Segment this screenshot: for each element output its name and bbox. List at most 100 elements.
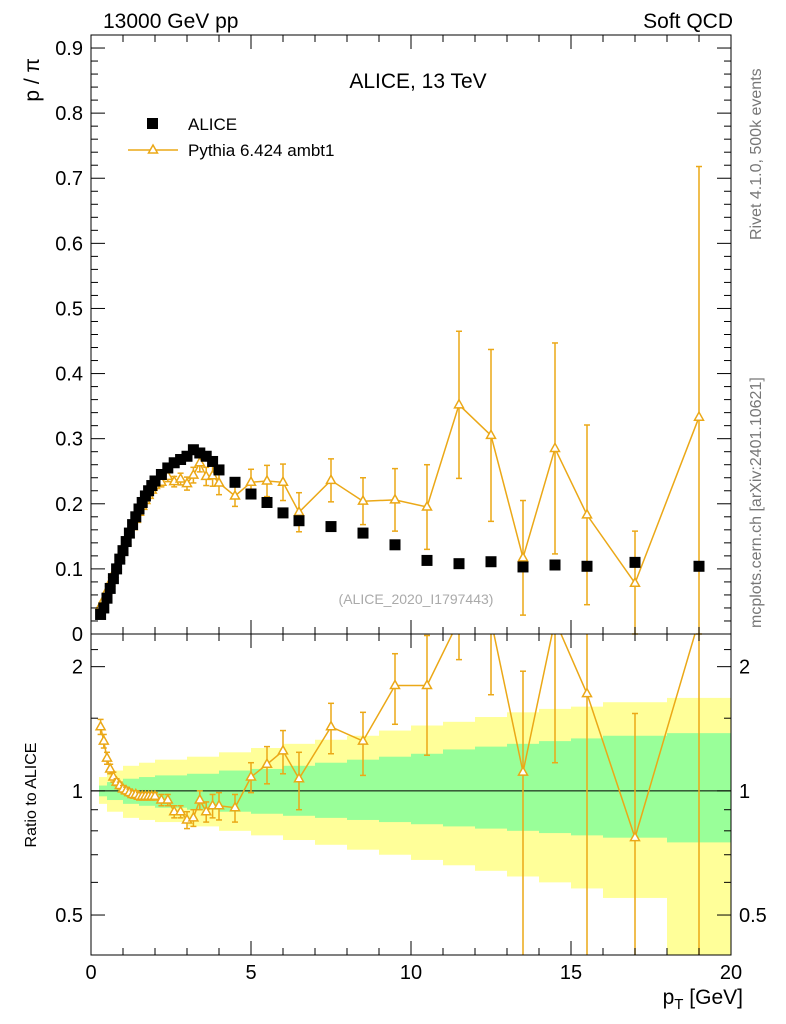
alice-point	[127, 519, 139, 531]
ratio-xtick-label: 0	[85, 962, 96, 984]
ratio-xtick-label: 5	[245, 962, 256, 984]
main-ytick-label: 0.7	[55, 168, 83, 190]
alice-point	[104, 582, 116, 594]
ratio-xtick-label: 10	[400, 962, 422, 984]
pythia-point	[325, 473, 337, 485]
pythia-point	[181, 477, 193, 488]
alice-point	[136, 496, 148, 508]
alice-point	[187, 444, 199, 456]
legend-marker-pythia	[147, 143, 159, 154]
main-ytick-label: 0.5	[55, 298, 83, 320]
alice-point	[123, 527, 135, 539]
alice-point	[207, 455, 219, 467]
main-ytick-label: 0.1	[55, 559, 83, 581]
ratio-xtick-label: 20	[720, 962, 742, 984]
ratio-point	[94, 720, 107, 731]
alice-point	[261, 496, 273, 508]
alice-point	[581, 560, 593, 572]
alice-point	[114, 553, 126, 565]
ratio-point	[149, 789, 161, 801]
inner-band-bin	[411, 753, 444, 825]
alice-point	[168, 457, 180, 469]
ratio-point	[517, 765, 529, 776]
alice-point	[517, 561, 529, 573]
header-left: 13000 GeV pp	[103, 10, 238, 33]
ratio-point	[357, 734, 369, 745]
alice-point	[162, 462, 174, 474]
alice-point	[107, 573, 119, 585]
x-axis-label: pT [GeV]	[663, 986, 743, 1013]
main-ytick-label: 0.3	[55, 429, 83, 451]
alice-point	[229, 476, 241, 488]
main-ytick-label: 0.4	[55, 364, 83, 386]
inner-band-bin	[379, 756, 412, 823]
alice-point	[149, 475, 161, 487]
alice-point	[117, 545, 129, 557]
alice-point	[245, 488, 257, 500]
inner-band-bin	[475, 746, 508, 829]
alice-point	[485, 556, 497, 568]
ratio-data	[94, 634, 700, 955]
alice-point	[693, 560, 705, 572]
inner-band-bin	[315, 762, 348, 818]
alice-point	[293, 515, 305, 527]
main-ticks	[90, 35, 732, 635]
alice-point	[629, 556, 641, 568]
ratio-point	[98, 734, 110, 745]
alice-point	[453, 558, 465, 570]
inner-band-bin	[443, 749, 476, 827]
ratio-point	[200, 805, 212, 816]
pythia-point	[261, 474, 273, 485]
ratio-y-axis-label: Ratio to ALICE	[23, 743, 40, 848]
pythia-point	[194, 456, 206, 467]
y-axis-label: p / π	[21, 58, 44, 102]
main-ytick-label: 0.2	[55, 494, 83, 516]
alice-point	[133, 503, 145, 515]
pythia-point	[187, 468, 200, 479]
main-ytick-label: 0.6	[55, 233, 83, 255]
pythia-point	[421, 500, 433, 511]
ratio-point	[293, 772, 305, 783]
pythia-point	[485, 428, 497, 440]
alice-point	[213, 464, 225, 476]
alice-point	[194, 447, 206, 459]
alice-point	[389, 539, 401, 551]
legend-marker-alice	[147, 118, 158, 129]
legend-label-alice: ALICE	[188, 115, 237, 134]
ratio-point	[325, 720, 337, 731]
pythia-point	[357, 494, 369, 505]
pythia-point	[581, 508, 593, 519]
main-ytick-label: 0	[72, 624, 83, 646]
main-ytick-label: 0.9	[55, 38, 83, 60]
ratio-point	[389, 679, 401, 690]
alice-point	[130, 511, 142, 523]
pythia-point	[389, 493, 401, 504]
ratio-point	[421, 679, 433, 690]
main-tick-labels: 0 0.1 0.2 0.3 0.4 0.5 0.6 0.7 0.8 0.9	[55, 38, 83, 646]
ratio-ticks	[90, 634, 732, 956]
mcplots-label: mcplots.cern.ch [arXiv:2401.10621]	[748, 377, 765, 628]
alice-point	[277, 507, 289, 519]
ratio-ytick-label-right: 0.5	[739, 905, 767, 927]
alice-point	[549, 559, 561, 571]
pythia-point	[245, 475, 257, 487]
alice-point	[101, 592, 113, 604]
alice-point	[421, 554, 433, 566]
pythia-point	[693, 410, 705, 421]
pythia-point	[453, 398, 465, 409]
alice-point	[98, 602, 110, 614]
pythia-point	[277, 475, 289, 487]
pythia-point	[229, 489, 241, 500]
alice-point	[200, 450, 212, 462]
main-ytick-label: 0.8	[55, 103, 83, 125]
ratio-point	[104, 762, 116, 773]
ratio-point	[162, 793, 174, 804]
pythia-point	[517, 551, 529, 562]
alice-point	[120, 536, 132, 548]
legend: ALICE Pythia 6.424 ambt1	[128, 115, 334, 160]
ratio-point	[245, 770, 257, 781]
alice-point	[175, 454, 187, 466]
alice-point	[357, 527, 369, 539]
ratio-xtick-label: 15	[560, 962, 582, 984]
